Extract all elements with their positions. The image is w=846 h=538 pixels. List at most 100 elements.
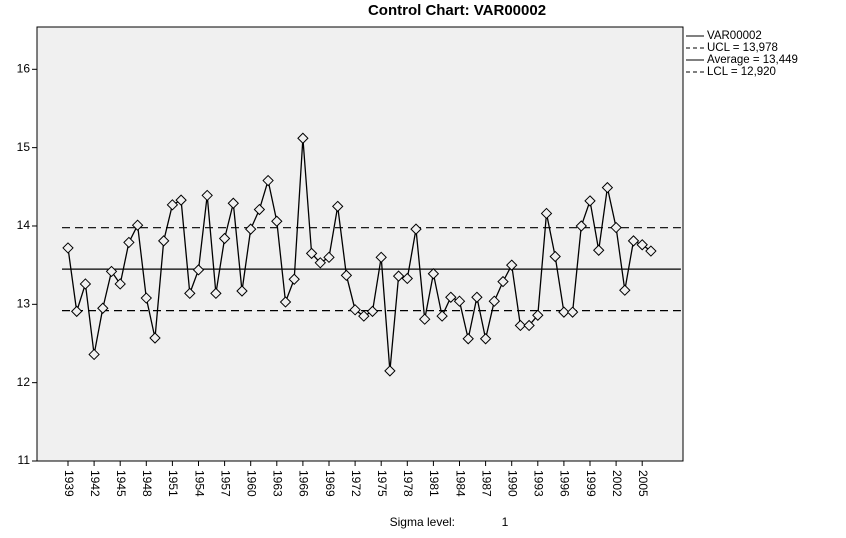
data-point <box>88 348 100 361</box>
data-point <box>79 278 92 290</box>
data-point <box>610 221 622 234</box>
x-tick-label: 1978 <box>401 470 415 497</box>
data-point <box>105 265 118 278</box>
data-point <box>279 296 292 308</box>
y-tick-label: 13 <box>17 296 31 310</box>
data-point <box>627 235 640 247</box>
data-point <box>201 189 213 202</box>
x-tick-label: 1981 <box>427 470 441 497</box>
data-point <box>549 250 561 263</box>
data-point <box>331 200 344 213</box>
data-point <box>592 244 605 256</box>
sigma-level: 1 <box>502 515 509 529</box>
data-point <box>140 292 153 304</box>
data-point <box>523 319 535 332</box>
data-point <box>645 245 657 257</box>
data-point <box>575 220 588 232</box>
data-point <box>297 132 309 144</box>
data-point <box>532 309 544 321</box>
data-point <box>184 287 196 300</box>
x-tick-label: 1966 <box>297 470 311 497</box>
data-point <box>227 197 240 209</box>
y-tick-label: 12 <box>17 375 31 389</box>
data-point <box>236 285 248 297</box>
data-point <box>244 223 257 235</box>
data-point <box>210 287 222 300</box>
data-point <box>479 333 492 345</box>
x-tick-label: 1999 <box>584 470 598 497</box>
x-tick-label: 2002 <box>610 470 624 497</box>
legend-label: Average = 13,449 <box>707 54 798 66</box>
data-point <box>418 313 431 325</box>
x-tick-label: 1990 <box>506 470 520 497</box>
data-point <box>314 257 327 269</box>
x-tick-label: 1963 <box>271 470 285 497</box>
x-tick-label: 1951 <box>166 470 180 497</box>
y-tick-label: 14 <box>17 218 31 232</box>
x-tick-label: 1996 <box>558 470 572 497</box>
data-point <box>488 295 501 307</box>
x-tick-label: 1972 <box>349 470 363 497</box>
data-point <box>218 232 231 245</box>
data-point <box>149 332 161 344</box>
data-point <box>601 181 614 194</box>
data-point <box>305 247 318 260</box>
x-tick-label: 1957 <box>218 470 232 497</box>
data-point <box>114 278 126 290</box>
data-point <box>323 251 335 264</box>
x-tick-label: 1942 <box>88 470 102 497</box>
data-point <box>157 235 170 247</box>
legend-label: UCL = 13,978 <box>707 42 778 54</box>
data-point <box>358 310 370 322</box>
data-point <box>558 306 570 318</box>
data-point <box>410 223 422 235</box>
data-point <box>192 264 205 276</box>
data-point <box>436 310 448 322</box>
y-tick-label: 15 <box>17 140 31 154</box>
y-tick-label: 16 <box>17 61 31 75</box>
y-tick-label: 11 <box>18 453 31 467</box>
data-point <box>384 365 396 377</box>
legend-label: VAR00002 <box>707 30 762 42</box>
x-tick-label: 1984 <box>453 470 467 497</box>
data-point <box>366 305 379 318</box>
data-point <box>131 219 144 231</box>
data-point <box>505 259 518 271</box>
data-point <box>288 273 300 285</box>
x-tick-label: 1969 <box>323 470 337 497</box>
data-point <box>271 215 283 227</box>
data-point <box>70 305 83 318</box>
data-point <box>445 291 457 303</box>
data-point <box>166 199 179 211</box>
x-tick-label: 1993 <box>532 470 546 497</box>
data-point <box>540 207 553 220</box>
data-point <box>97 302 109 314</box>
x-tick-label: 1948 <box>140 470 154 497</box>
x-tick-label: 1987 <box>479 470 493 497</box>
data-point <box>462 333 474 345</box>
data-point <box>453 295 466 307</box>
data-point <box>401 272 414 285</box>
footer-label: Sigma level: <box>390 515 455 529</box>
plot-area <box>36 26 684 462</box>
x-tick-label: 2005 <box>636 470 650 497</box>
data-point <box>636 239 648 251</box>
x-tick-label: 1939 <box>62 470 76 497</box>
data-point <box>62 242 74 254</box>
data-point <box>584 195 596 207</box>
data-point <box>619 284 631 296</box>
x-tick-label: 1960 <box>245 470 259 497</box>
x-tick-label: 1945 <box>114 470 128 497</box>
data-point <box>566 306 579 318</box>
data-point <box>497 275 509 288</box>
data-point <box>471 291 483 303</box>
data-point <box>175 194 187 206</box>
legend-label: LCL = 12,920 <box>707 66 776 78</box>
data-point <box>253 203 266 216</box>
chart-title: Control Chart: VAR00002 <box>368 2 546 19</box>
x-tick-label: 1975 <box>375 470 389 497</box>
data-point <box>349 304 361 316</box>
x-tick-label: 1954 <box>192 470 206 497</box>
data-point <box>123 236 135 249</box>
